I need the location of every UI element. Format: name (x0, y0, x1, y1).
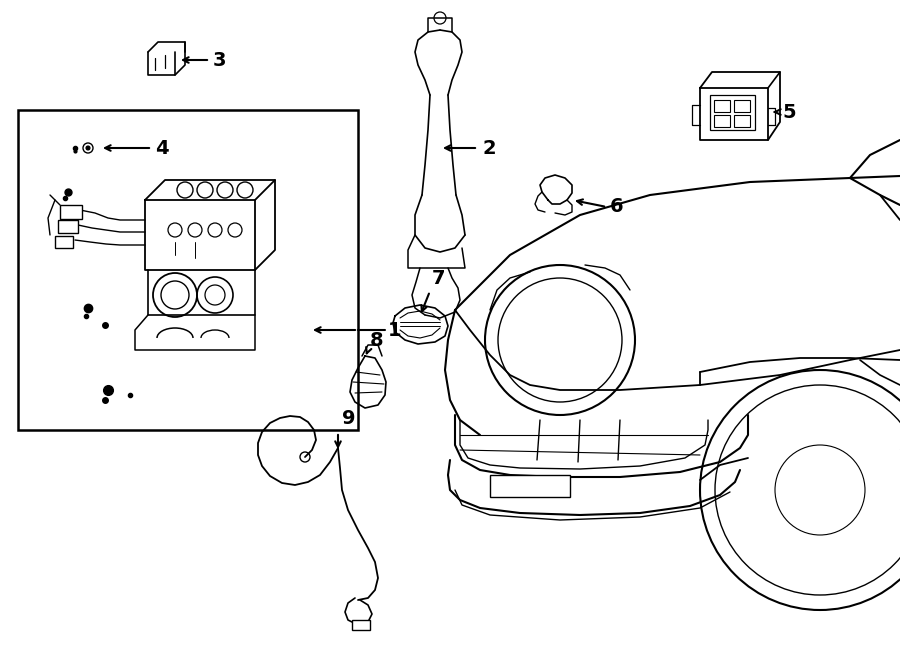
Bar (60, 205, 82, 219)
Text: 9: 9 (342, 408, 356, 428)
Bar (710, 95, 755, 130)
Text: 4: 4 (155, 139, 168, 157)
Text: 5: 5 (782, 102, 796, 122)
Bar (58, 220, 78, 233)
Circle shape (83, 143, 93, 153)
Bar (55, 236, 73, 248)
Bar (734, 100, 750, 112)
Text: 2: 2 (482, 139, 496, 157)
Text: 7: 7 (432, 268, 446, 288)
Bar (714, 115, 730, 127)
Bar (352, 620, 370, 630)
Bar (18, 110, 358, 430)
Text: 3: 3 (213, 50, 227, 69)
Bar (734, 115, 750, 127)
Circle shape (86, 146, 90, 150)
Bar (714, 100, 730, 112)
Text: 8: 8 (370, 330, 383, 350)
Text: 6: 6 (610, 198, 624, 217)
Text: 1: 1 (388, 321, 401, 340)
Bar (490, 475, 570, 497)
